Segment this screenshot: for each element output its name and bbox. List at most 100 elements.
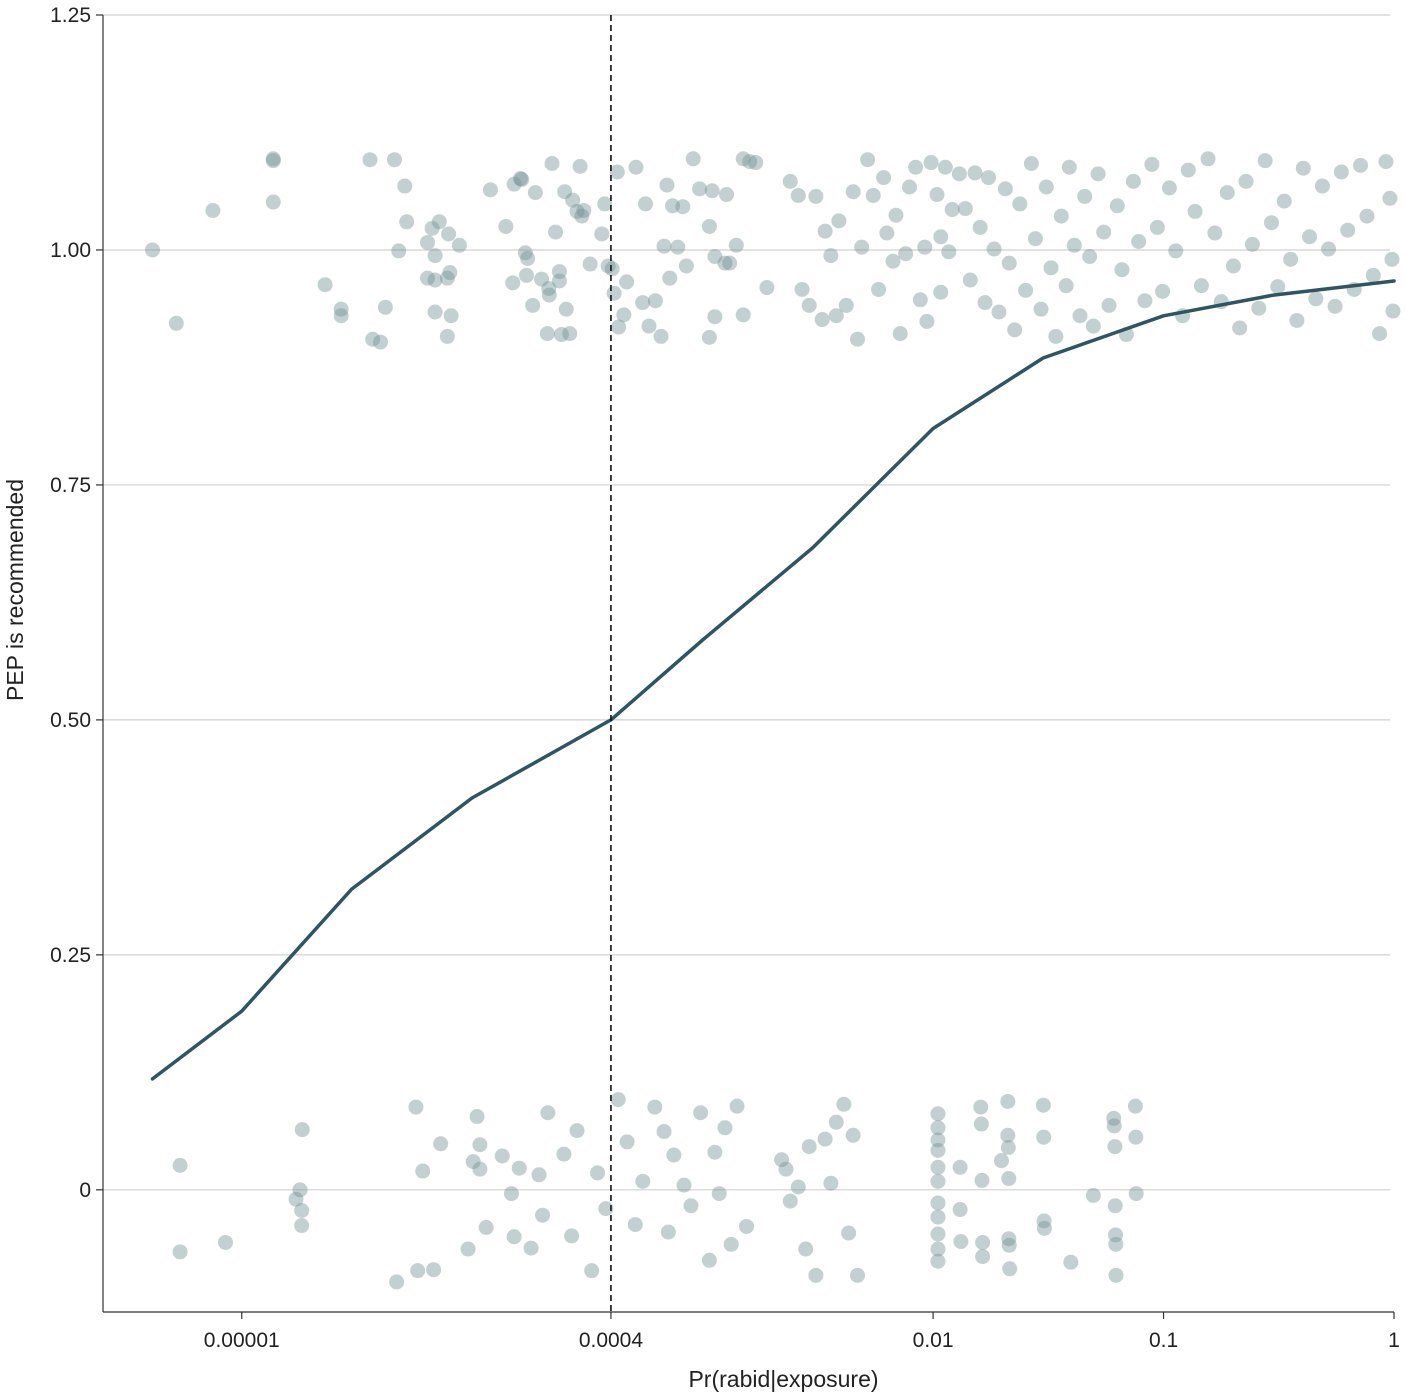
scatter-point [574, 208, 590, 224]
scatter-point [582, 256, 598, 272]
scatter-point [534, 271, 550, 287]
scatter-point [860, 152, 876, 168]
scatter-point [850, 331, 866, 347]
scatter-point [850, 1267, 866, 1283]
scatter-point [717, 255, 733, 271]
scatter-point [635, 1173, 651, 1189]
scatter-point [616, 307, 632, 323]
scatter-point [701, 1252, 717, 1268]
scatter-point [427, 272, 443, 288]
scatter-point [1340, 222, 1356, 238]
scatter-point [294, 1202, 310, 1218]
scatter-point [442, 265, 458, 281]
scatter-point [930, 1106, 946, 1122]
scatter-point [465, 1154, 481, 1170]
scatter-point [572, 158, 588, 174]
scatter-point [441, 226, 457, 242]
scatter-point [606, 285, 622, 301]
scatter-point [993, 1153, 1009, 1169]
scatter-point [362, 152, 378, 168]
scatter-point [514, 171, 530, 187]
x-axis-title: Pr(rabid|exposure) [688, 1366, 878, 1392]
scatter-point [676, 1177, 692, 1193]
scatter-point [472, 1161, 488, 1177]
scatter-point [678, 258, 694, 274]
scatter-point [525, 297, 541, 313]
scatter-point [1053, 208, 1069, 224]
scatter-point [548, 224, 564, 240]
scatter-point [817, 223, 833, 239]
scatter-point [662, 270, 678, 286]
scatter-point [424, 220, 440, 236]
scatter-point [478, 1219, 494, 1235]
scatter-point [145, 242, 161, 258]
scatter-point [472, 1137, 488, 1153]
scatter-point [397, 178, 413, 194]
scatter-point [1353, 157, 1369, 173]
y-tick-label: 0.50 [50, 709, 91, 732]
scatter-point [888, 207, 904, 223]
scatter-point [372, 334, 388, 350]
scatter-point [659, 177, 675, 193]
scatter-point [790, 187, 806, 203]
scatter-point [609, 164, 625, 180]
scatter-point [1302, 229, 1318, 245]
scatter-point [1090, 166, 1106, 182]
scatter-point [930, 1173, 946, 1189]
scatter-point [892, 326, 908, 342]
scatter-point [410, 1263, 426, 1279]
scatter-point [1200, 151, 1216, 167]
scatter-point [977, 295, 993, 311]
scatter-point [975, 1249, 991, 1265]
scatter-point [739, 1218, 755, 1234]
scatter-point [564, 1228, 580, 1244]
scatter-point [1035, 1097, 1051, 1113]
scatter-point [1314, 178, 1330, 194]
scatter-point [930, 1159, 946, 1175]
scatter-point [439, 270, 455, 286]
scatter-point [518, 267, 534, 283]
scatter-point [707, 1144, 723, 1160]
scatter-point [1058, 278, 1074, 294]
x-tick-label: 0.1 [1149, 1329, 1178, 1352]
scatter-point [420, 270, 436, 286]
scatter-point [1187, 203, 1203, 219]
scatter-point [1155, 283, 1171, 299]
scatter-point [876, 170, 892, 186]
scatter-point [952, 1159, 968, 1175]
scatter-point [1000, 1140, 1016, 1156]
scatter-point [704, 183, 720, 199]
scatter-point [944, 202, 960, 218]
scatter-point [823, 1175, 839, 1191]
scatter-point [1036, 1213, 1052, 1229]
scatter-point [317, 277, 333, 293]
scatter-point [845, 184, 861, 200]
scatter-point [576, 202, 592, 218]
scatter-point [693, 1105, 709, 1121]
scatter-point [1308, 291, 1324, 307]
scatter-point [1063, 1254, 1079, 1270]
scatter-point [728, 237, 744, 253]
scatter-point [923, 155, 939, 171]
scatter-point [439, 328, 455, 344]
scatter-point [660, 1224, 676, 1240]
scatter-point [665, 198, 681, 214]
scatter-point [427, 304, 443, 320]
scatter-point [930, 1253, 946, 1269]
scatter-point [506, 1229, 522, 1245]
scatter-point [1295, 160, 1311, 176]
scatter-point [871, 281, 887, 297]
scatter-point [974, 1172, 990, 1188]
scatter-point [1106, 1118, 1122, 1134]
scatter-point [1382, 190, 1398, 206]
scatter-point [598, 1201, 614, 1217]
scatter-point [701, 218, 717, 234]
scatter-point [930, 1142, 946, 1158]
scatter-point [675, 199, 691, 215]
scatter-point [503, 1186, 519, 1202]
scatter-point [919, 313, 935, 329]
scatter-point [1018, 282, 1034, 298]
scatter-point [1109, 198, 1125, 214]
scatter-point [1007, 322, 1023, 338]
scatter-point [902, 179, 918, 195]
